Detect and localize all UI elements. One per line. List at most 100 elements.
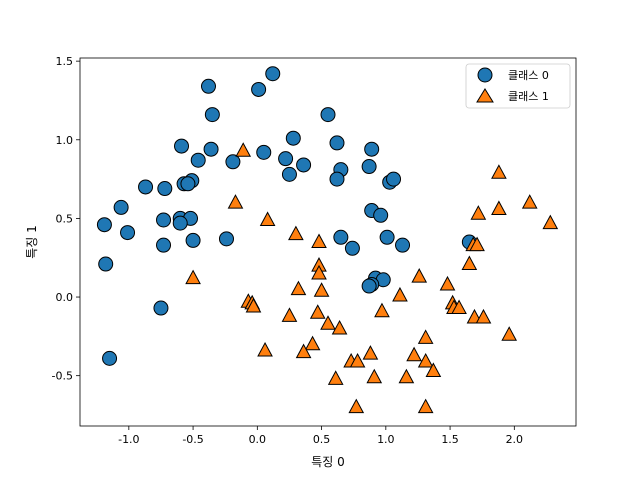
class-1-point xyxy=(374,302,390,318)
class-1-point xyxy=(227,194,244,209)
class-1-point xyxy=(290,280,307,296)
class-0-point xyxy=(200,78,216,94)
y-tick-label: 0.5 xyxy=(56,212,74,225)
class-0-point xyxy=(96,217,112,233)
class-0-point xyxy=(361,159,377,175)
y-axis-ticks: -0.5 0.0 0.5 1.0 1.5 xyxy=(52,55,80,383)
class-0-point xyxy=(185,232,201,248)
class-0-point xyxy=(285,130,301,146)
class-1-point xyxy=(327,370,344,385)
class-0-point xyxy=(278,151,294,167)
data-points xyxy=(96,66,559,414)
class-0-point xyxy=(120,225,136,241)
y-tick-label: 1.5 xyxy=(56,55,74,68)
class-0-point xyxy=(379,229,395,245)
class-1-point xyxy=(362,345,379,360)
class-0-point xyxy=(172,215,188,231)
class-1-point xyxy=(417,352,434,368)
class-0-point xyxy=(373,207,389,223)
class-1-point xyxy=(521,194,538,209)
class-0-point xyxy=(174,138,190,154)
class-1-point xyxy=(501,326,518,341)
class-0-point xyxy=(320,107,336,123)
legend: 클래스 0 클래스 1 xyxy=(465,63,571,109)
class-1-point xyxy=(406,346,422,362)
x-tick-label: 1.5 xyxy=(441,433,459,446)
class-1-point xyxy=(366,368,383,384)
class-1-point xyxy=(491,200,507,215)
x-tick-label: 0.5 xyxy=(313,433,331,446)
class-1-point xyxy=(313,282,330,297)
class-0-point xyxy=(281,166,297,182)
class-0-point xyxy=(256,144,272,160)
class-1-point xyxy=(331,319,348,335)
class-0-point xyxy=(138,179,154,195)
class-1-point xyxy=(348,398,365,414)
class-1-point xyxy=(295,343,312,359)
class-1-point xyxy=(309,304,326,319)
x-axis-ticks: -1.0 -0.5 0.0 0.5 1.0 1.5 2.0 xyxy=(118,426,523,446)
class-0-point xyxy=(98,256,114,272)
class-0-point xyxy=(203,141,219,157)
class-1-point xyxy=(185,269,201,285)
class-0-point xyxy=(344,240,360,256)
class-0-point xyxy=(361,278,377,294)
x-axis-label: 특징 0 xyxy=(311,455,345,469)
class-0-point xyxy=(296,157,312,173)
class-1-point xyxy=(259,211,276,226)
class-1-point xyxy=(461,255,478,271)
x-tick-label: 0.0 xyxy=(249,433,267,446)
class-1-point xyxy=(281,307,298,322)
class-1-point xyxy=(542,214,559,230)
legend-label-class-1: 클래스 1 xyxy=(508,90,549,103)
class-0-point xyxy=(156,237,172,253)
y-tick-label: -0.5 xyxy=(52,370,73,383)
x-tick-label: -1.0 xyxy=(118,433,139,446)
class-0-point xyxy=(180,176,196,192)
class-0-point xyxy=(329,171,345,187)
class-0-point xyxy=(395,237,411,253)
x-tick-label: 1.0 xyxy=(377,433,395,446)
class-1-point xyxy=(398,368,415,384)
y-tick-label: 0.0 xyxy=(56,291,74,304)
class-1-point xyxy=(392,286,408,302)
class-0-point xyxy=(333,229,349,245)
class-0-point xyxy=(113,199,129,215)
class-1-point xyxy=(311,264,327,280)
class-0-point xyxy=(251,81,267,97)
class-0-point xyxy=(218,231,234,247)
legend-circle-marker xyxy=(477,67,493,83)
class-0-point xyxy=(157,181,173,197)
class-1-point xyxy=(451,299,467,315)
class-1-point xyxy=(304,335,321,351)
class-0-point xyxy=(364,141,380,157)
class-1-point xyxy=(491,164,507,179)
class-1-point xyxy=(417,329,434,344)
class-0-point xyxy=(386,171,402,187)
class-1-point xyxy=(349,352,366,368)
class-0-point xyxy=(265,66,281,82)
class-0-point xyxy=(225,154,241,170)
class-0-point xyxy=(190,152,206,168)
class-0-point xyxy=(153,300,169,316)
class-1-point xyxy=(417,398,434,414)
class-1-point xyxy=(439,275,456,291)
class-1-point xyxy=(411,268,428,283)
legend-label-class-0: 클래스 0 xyxy=(508,69,549,82)
x-tick-label: -0.5 xyxy=(182,433,203,446)
y-tick-label: 1.0 xyxy=(56,134,74,147)
class-1-point xyxy=(469,236,485,252)
y-axis-label: 특징 1 xyxy=(25,225,39,259)
class-1-point xyxy=(320,315,336,330)
legend-triangle-marker xyxy=(476,88,494,103)
x-tick-label: 2.0 xyxy=(506,433,524,446)
class-1-point xyxy=(288,225,304,241)
class-0-point xyxy=(102,350,118,366)
class-0-point xyxy=(329,135,345,151)
class-1-point xyxy=(470,205,487,220)
class-1-point xyxy=(311,233,327,248)
class-1-point xyxy=(425,362,442,377)
class-0-point xyxy=(156,212,172,228)
class-1-point xyxy=(245,297,262,313)
